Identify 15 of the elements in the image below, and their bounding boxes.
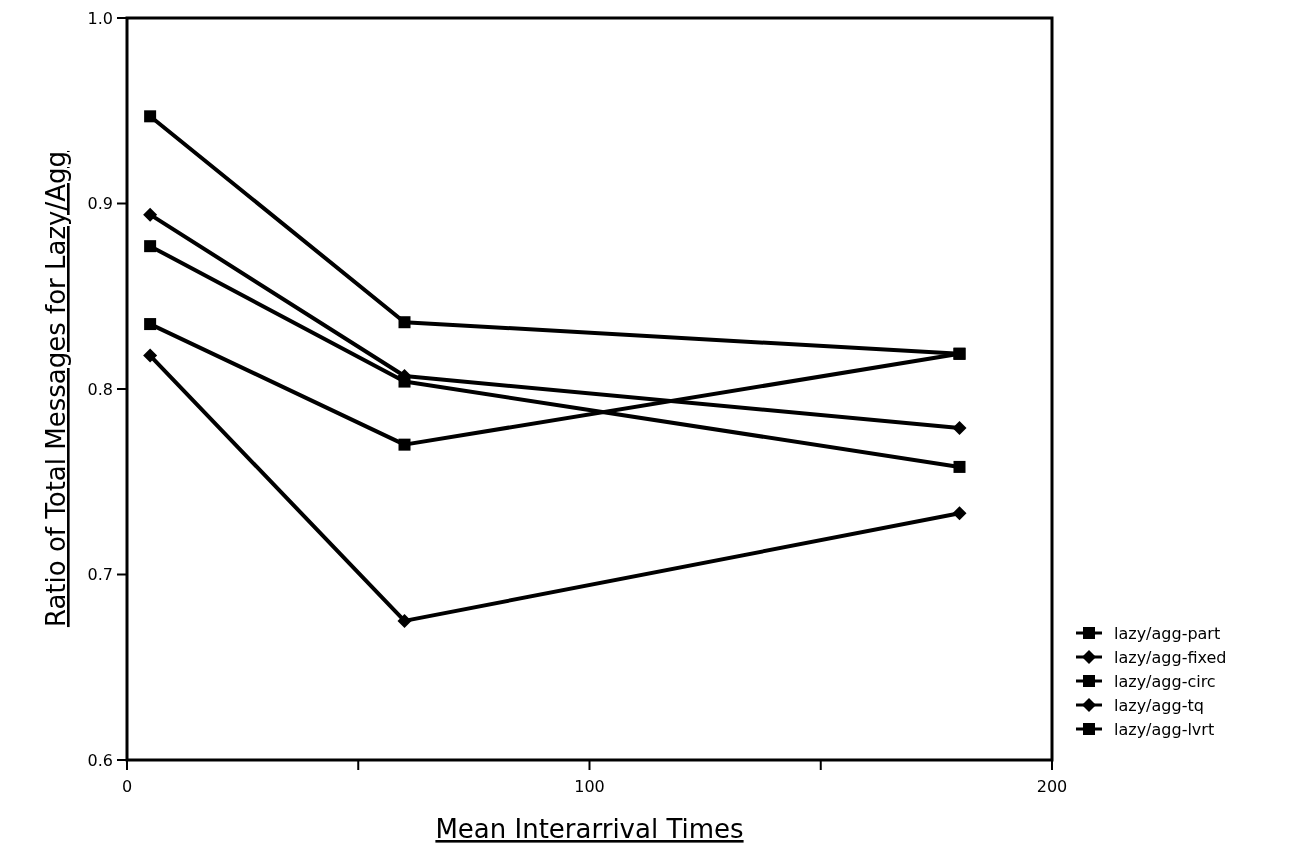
legend-label: lazy/agg-lvrt	[1114, 719, 1215, 739]
y-tick-label: 0.6	[87, 750, 113, 770]
x-tick-label: 0	[121, 777, 133, 796]
y-tick-label: 0.7	[87, 565, 113, 585]
y-tick-label: 0.9	[87, 194, 113, 214]
legend-label: lazy/agg-circ	[1114, 671, 1216, 691]
y-axis-title: Ratio of Total Messages for Lazy/Agg	[41, 150, 71, 628]
legend-label: lazy/agg-tq	[1114, 695, 1204, 715]
y-tick-label: 0.8	[87, 379, 113, 399]
x-axis-title: Mean Interarrival Times	[435, 814, 744, 844]
legend-label: lazy/agg-fixed	[1114, 647, 1227, 667]
x-tick-label: 100	[574, 777, 605, 796]
y-tick-label: 1.0	[87, 8, 113, 28]
legend-label: lazy/agg-part	[1114, 623, 1221, 643]
x-tick-label: 200	[1036, 777, 1068, 796]
